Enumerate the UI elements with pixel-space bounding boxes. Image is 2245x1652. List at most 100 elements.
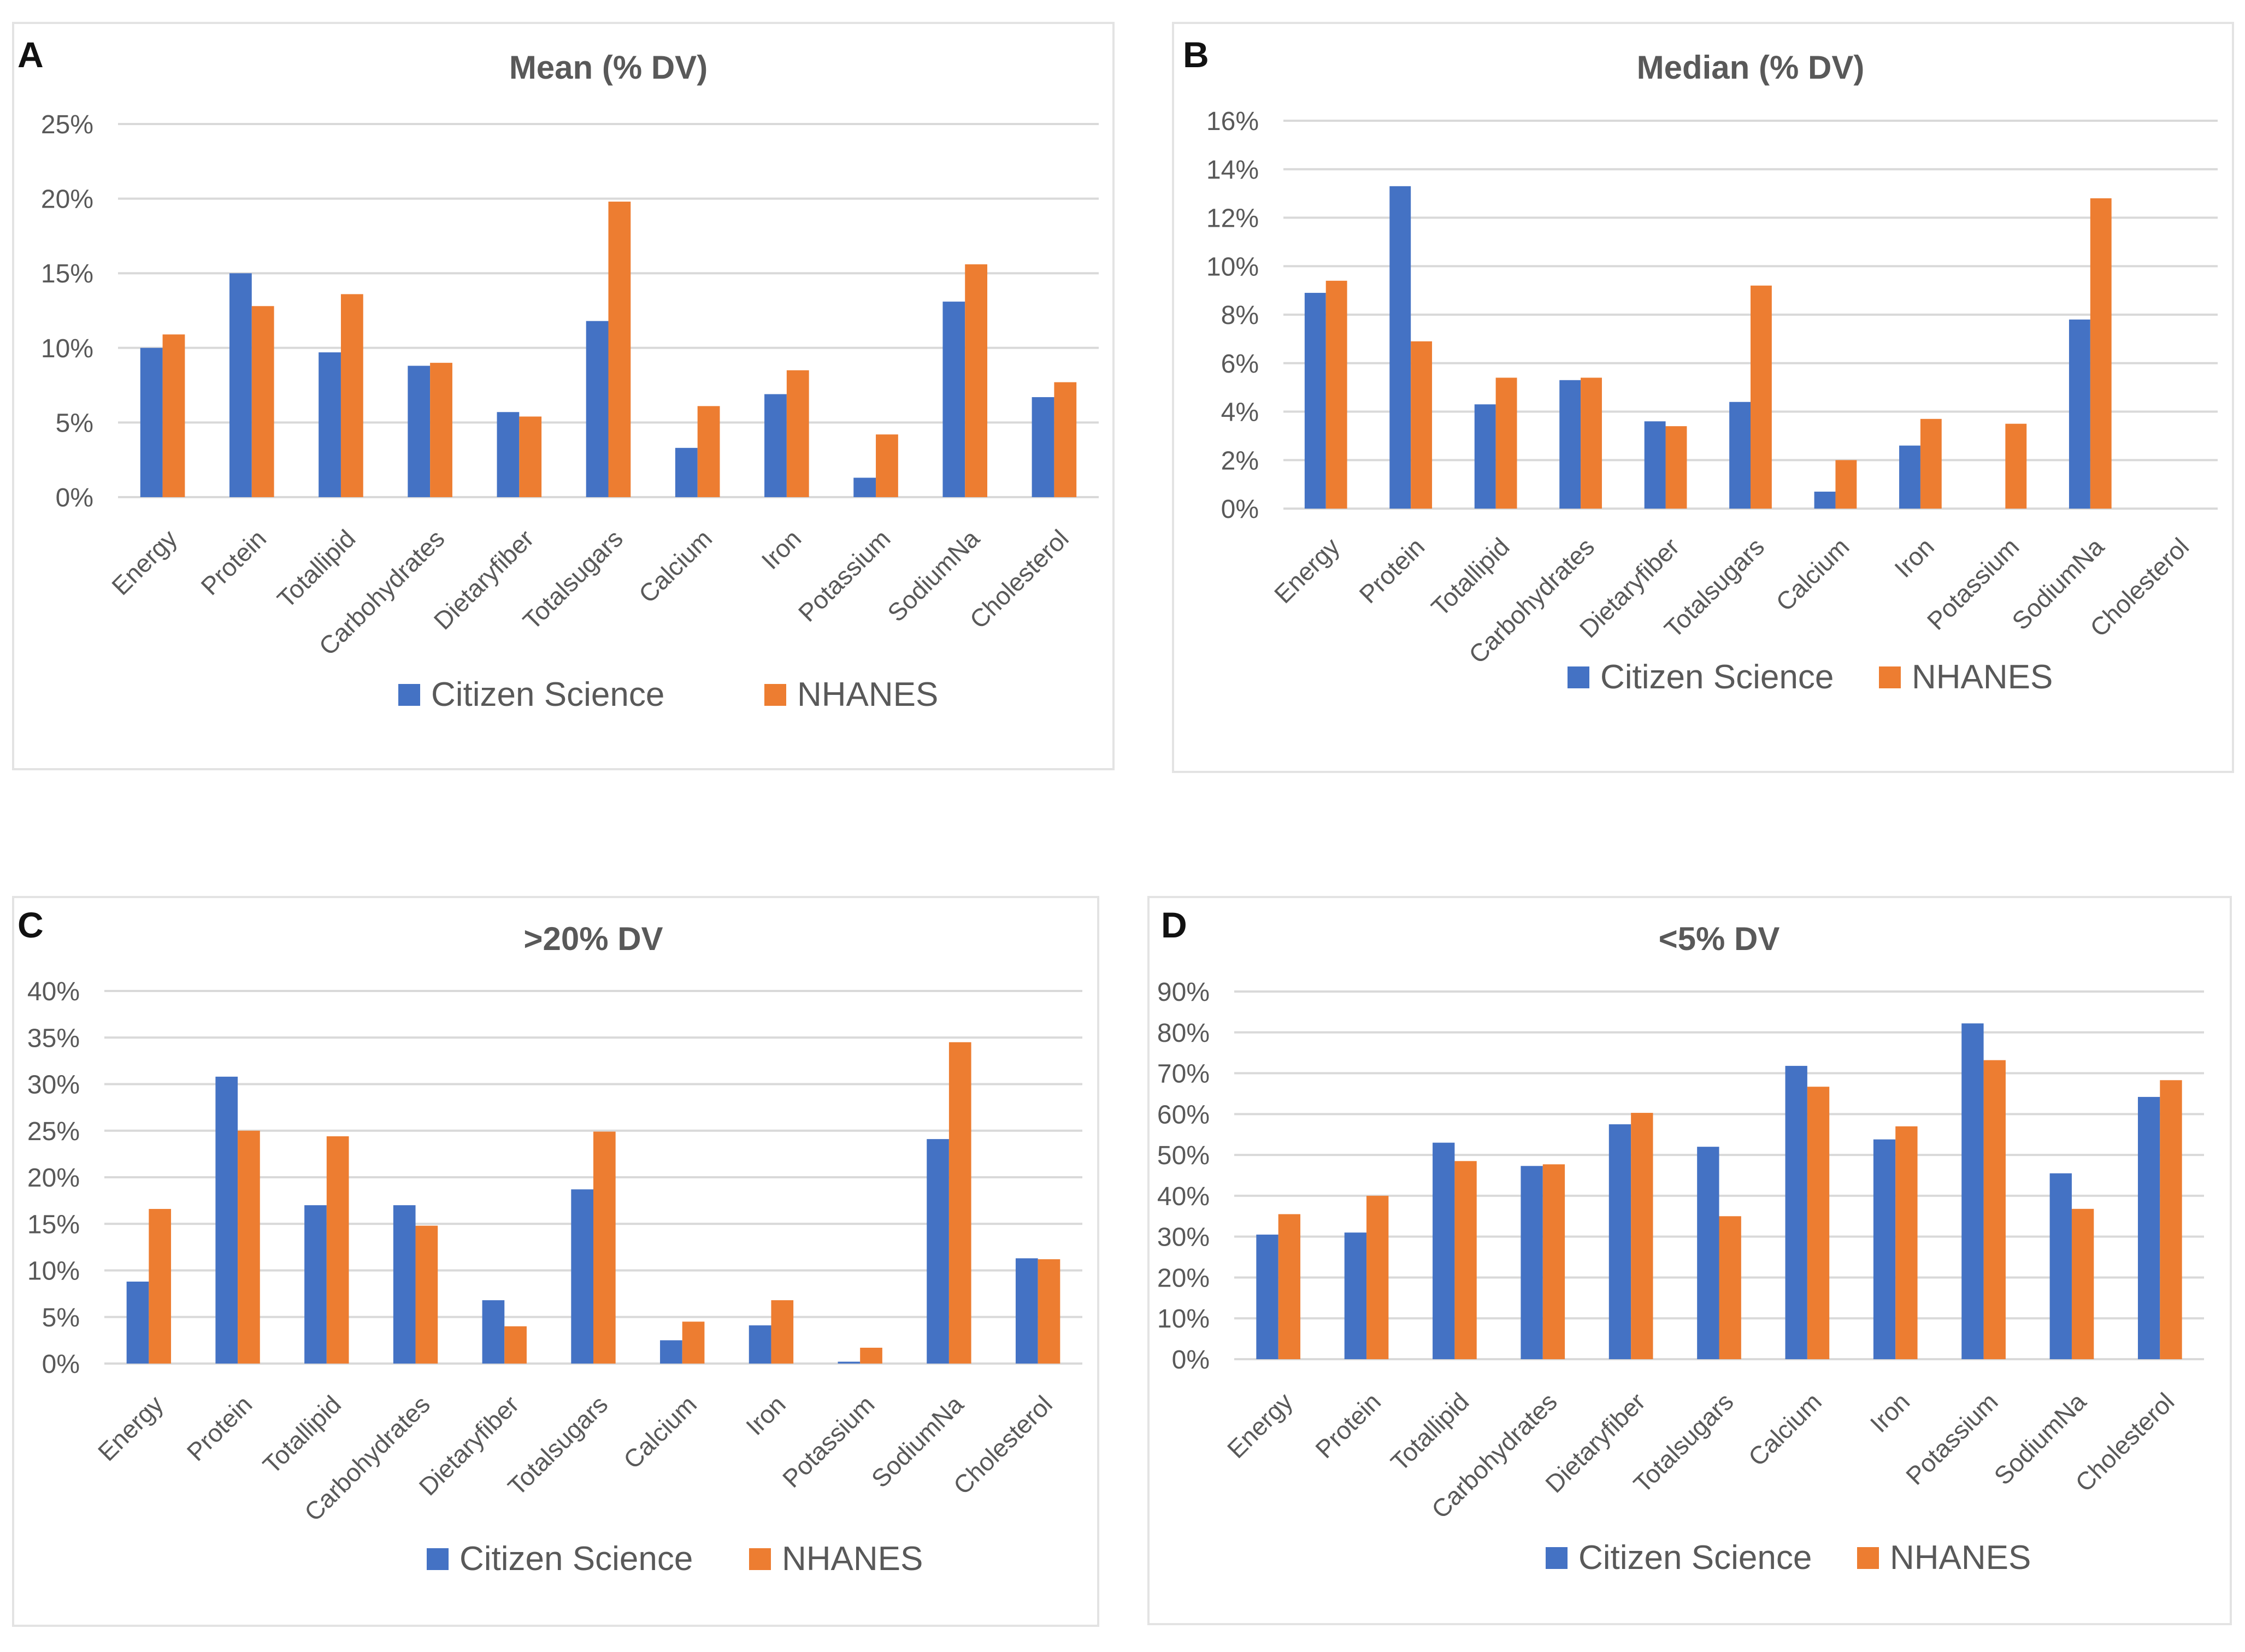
x-category-label: Protein: [1353, 532, 1430, 609]
bar-nhanes: [1983, 1060, 2006, 1359]
y-tick-label: 20%: [1157, 1264, 1210, 1293]
y-tick-label: 80%: [1157, 1019, 1210, 1048]
y-tick-label: 70%: [1157, 1060, 1210, 1089]
bar-citizen-science: [1697, 1147, 1719, 1359]
x-category-label: Potassium: [793, 524, 896, 627]
bar-nhanes: [1495, 377, 1517, 509]
bar-citizen-science: [393, 1205, 416, 1364]
x-category-label: Energy: [1222, 1387, 1298, 1464]
bar-nhanes: [2071, 1208, 2094, 1359]
bar-nhanes: [2160, 1080, 2182, 1359]
panel-letter-a: A: [17, 34, 44, 75]
y-tick-label: 15%: [27, 1210, 80, 1239]
chart-panel-a: Mean (% DV) 0% 5% 10% 15% 20% 25% Energy Protein…: [12, 22, 1115, 770]
chart-panel-b: Median (% DV) 0% 2% 4% 6% 8% 10% 12% 14% 16% Energ…: [1172, 22, 2234, 773]
bar-nhanes: [1054, 382, 1077, 497]
y-tick-label: 35%: [27, 1024, 80, 1053]
bar-nhanes: [1719, 1216, 1741, 1359]
bar-nhanes: [1665, 426, 1687, 509]
y-tick-label: 6%: [1221, 350, 1259, 379]
bar-citizen-science: [1304, 293, 1326, 509]
y-tick-label: 30%: [1157, 1223, 1210, 1252]
bar-citizen-science: [1785, 1066, 1807, 1359]
bar-citizen-science: [229, 273, 252, 497]
y-tick-label: 10%: [27, 1257, 80, 1286]
legend-label-citizen-science: Citizen Science: [1600, 658, 1834, 696]
y-tick-label: 40%: [1157, 1182, 1210, 1211]
legend-swatch-nhanes: [749, 1548, 771, 1570]
bar-nhanes: [2005, 423, 2027, 509]
bar-nhanes: [876, 434, 898, 497]
bar-citizen-science: [2069, 319, 2090, 509]
bar-citizen-science: [1899, 445, 1920, 509]
bar-citizen-science: [1521, 1166, 1543, 1359]
bar-nhanes: [1807, 1087, 1830, 1359]
chart-panel-c: >20% DV 0% 5% 10% 15% 20% 25% 30% 35% 40% Energy Pr…: [12, 896, 1099, 1627]
x-category-label: Totallipid: [1425, 532, 1515, 621]
bar-nhanes: [519, 416, 542, 497]
bar-nhanes: [1038, 1259, 1060, 1364]
panel-letter-b: B: [1183, 34, 1209, 75]
bar-citizen-science: [660, 1340, 682, 1364]
bar-nhanes: [415, 1225, 438, 1364]
bar-citizen-science: [675, 447, 698, 497]
bar-citizen-science: [586, 321, 609, 497]
bar-citizen-science: [1256, 1234, 1278, 1359]
y-tick-label: 50%: [1157, 1141, 1210, 1170]
x-category-label: Protein: [1310, 1387, 1386, 1464]
x-category-label: Potassium: [777, 1390, 880, 1493]
x-category-label: Iron: [1889, 532, 1940, 583]
bar-citizen-science: [2049, 1173, 2072, 1359]
y-tick-label: 12%: [1206, 204, 1259, 233]
x-category-label: Potassium: [1922, 532, 2025, 635]
legend-label-citizen-science: Citizen Science: [459, 1540, 693, 1578]
x-category-label: Calcium: [633, 524, 717, 608]
legend-swatch-citizen-science: [1546, 1547, 1568, 1569]
bar-citizen-science: [1608, 1124, 1631, 1359]
y-tick-label: 25%: [41, 110, 93, 139]
chart-title: Mean (% DV): [509, 49, 708, 86]
bar-nhanes: [786, 370, 809, 497]
y-tick-label: 20%: [27, 1164, 80, 1193]
legend-label-citizen-science: Citizen Science: [431, 676, 664, 713]
bar-citizen-science: [749, 1325, 771, 1364]
legend-swatch-nhanes: [764, 684, 786, 706]
x-category-label: Iron: [756, 524, 806, 575]
panel-letter-d: D: [1161, 905, 1187, 945]
x-category-label: Protein: [181, 1390, 258, 1466]
bar-citizen-science: [1729, 402, 1751, 509]
bar-citizen-science: [2137, 1096, 2160, 1359]
bar-citizen-science: [838, 1361, 861, 1364]
x-category-label: Energy: [1269, 532, 1345, 609]
bar-nhanes: [1325, 280, 1347, 509]
bar-citizen-science: [126, 1281, 149, 1364]
bar-citizen-science: [215, 1076, 238, 1364]
legend-swatch-citizen-science: [398, 684, 420, 706]
bar-nhanes: [1835, 460, 1857, 509]
legend-label-nhanes: NHANES: [797, 676, 938, 713]
chart-title: <5% DV: [1659, 921, 1780, 957]
y-tick-label: 16%: [1206, 107, 1259, 136]
bar-nhanes: [682, 1321, 705, 1364]
bar-citizen-science: [1015, 1258, 1038, 1364]
y-tick-label: 30%: [27, 1071, 80, 1100]
y-tick-label: 0%: [1221, 495, 1259, 524]
y-tick-label: 90%: [1157, 978, 1210, 1007]
bar-nhanes: [238, 1130, 260, 1364]
legend-swatch-citizen-science: [1568, 666, 1589, 688]
x-category-label: Iron: [740, 1390, 791, 1441]
bar-nhanes: [608, 202, 631, 498]
bar-nhanes: [251, 306, 274, 497]
legend-label-nhanes: NHANES: [1912, 658, 2053, 696]
x-category-label: Protein: [195, 524, 272, 600]
y-tick-label: 5%: [42, 1303, 80, 1332]
bar-citizen-science: [497, 412, 520, 497]
legend-label-nhanes: NHANES: [782, 1540, 923, 1578]
bar-nhanes: [326, 1136, 349, 1364]
bar-nhanes: [504, 1326, 527, 1364]
legend-swatch-nhanes: [1857, 1547, 1879, 1569]
x-category-label: Totallipid: [272, 524, 361, 613]
panel-letter-c: C: [17, 905, 44, 945]
bar-nhanes: [430, 363, 452, 497]
legend-label-citizen-science: Citizen Science: [1578, 1539, 1812, 1577]
